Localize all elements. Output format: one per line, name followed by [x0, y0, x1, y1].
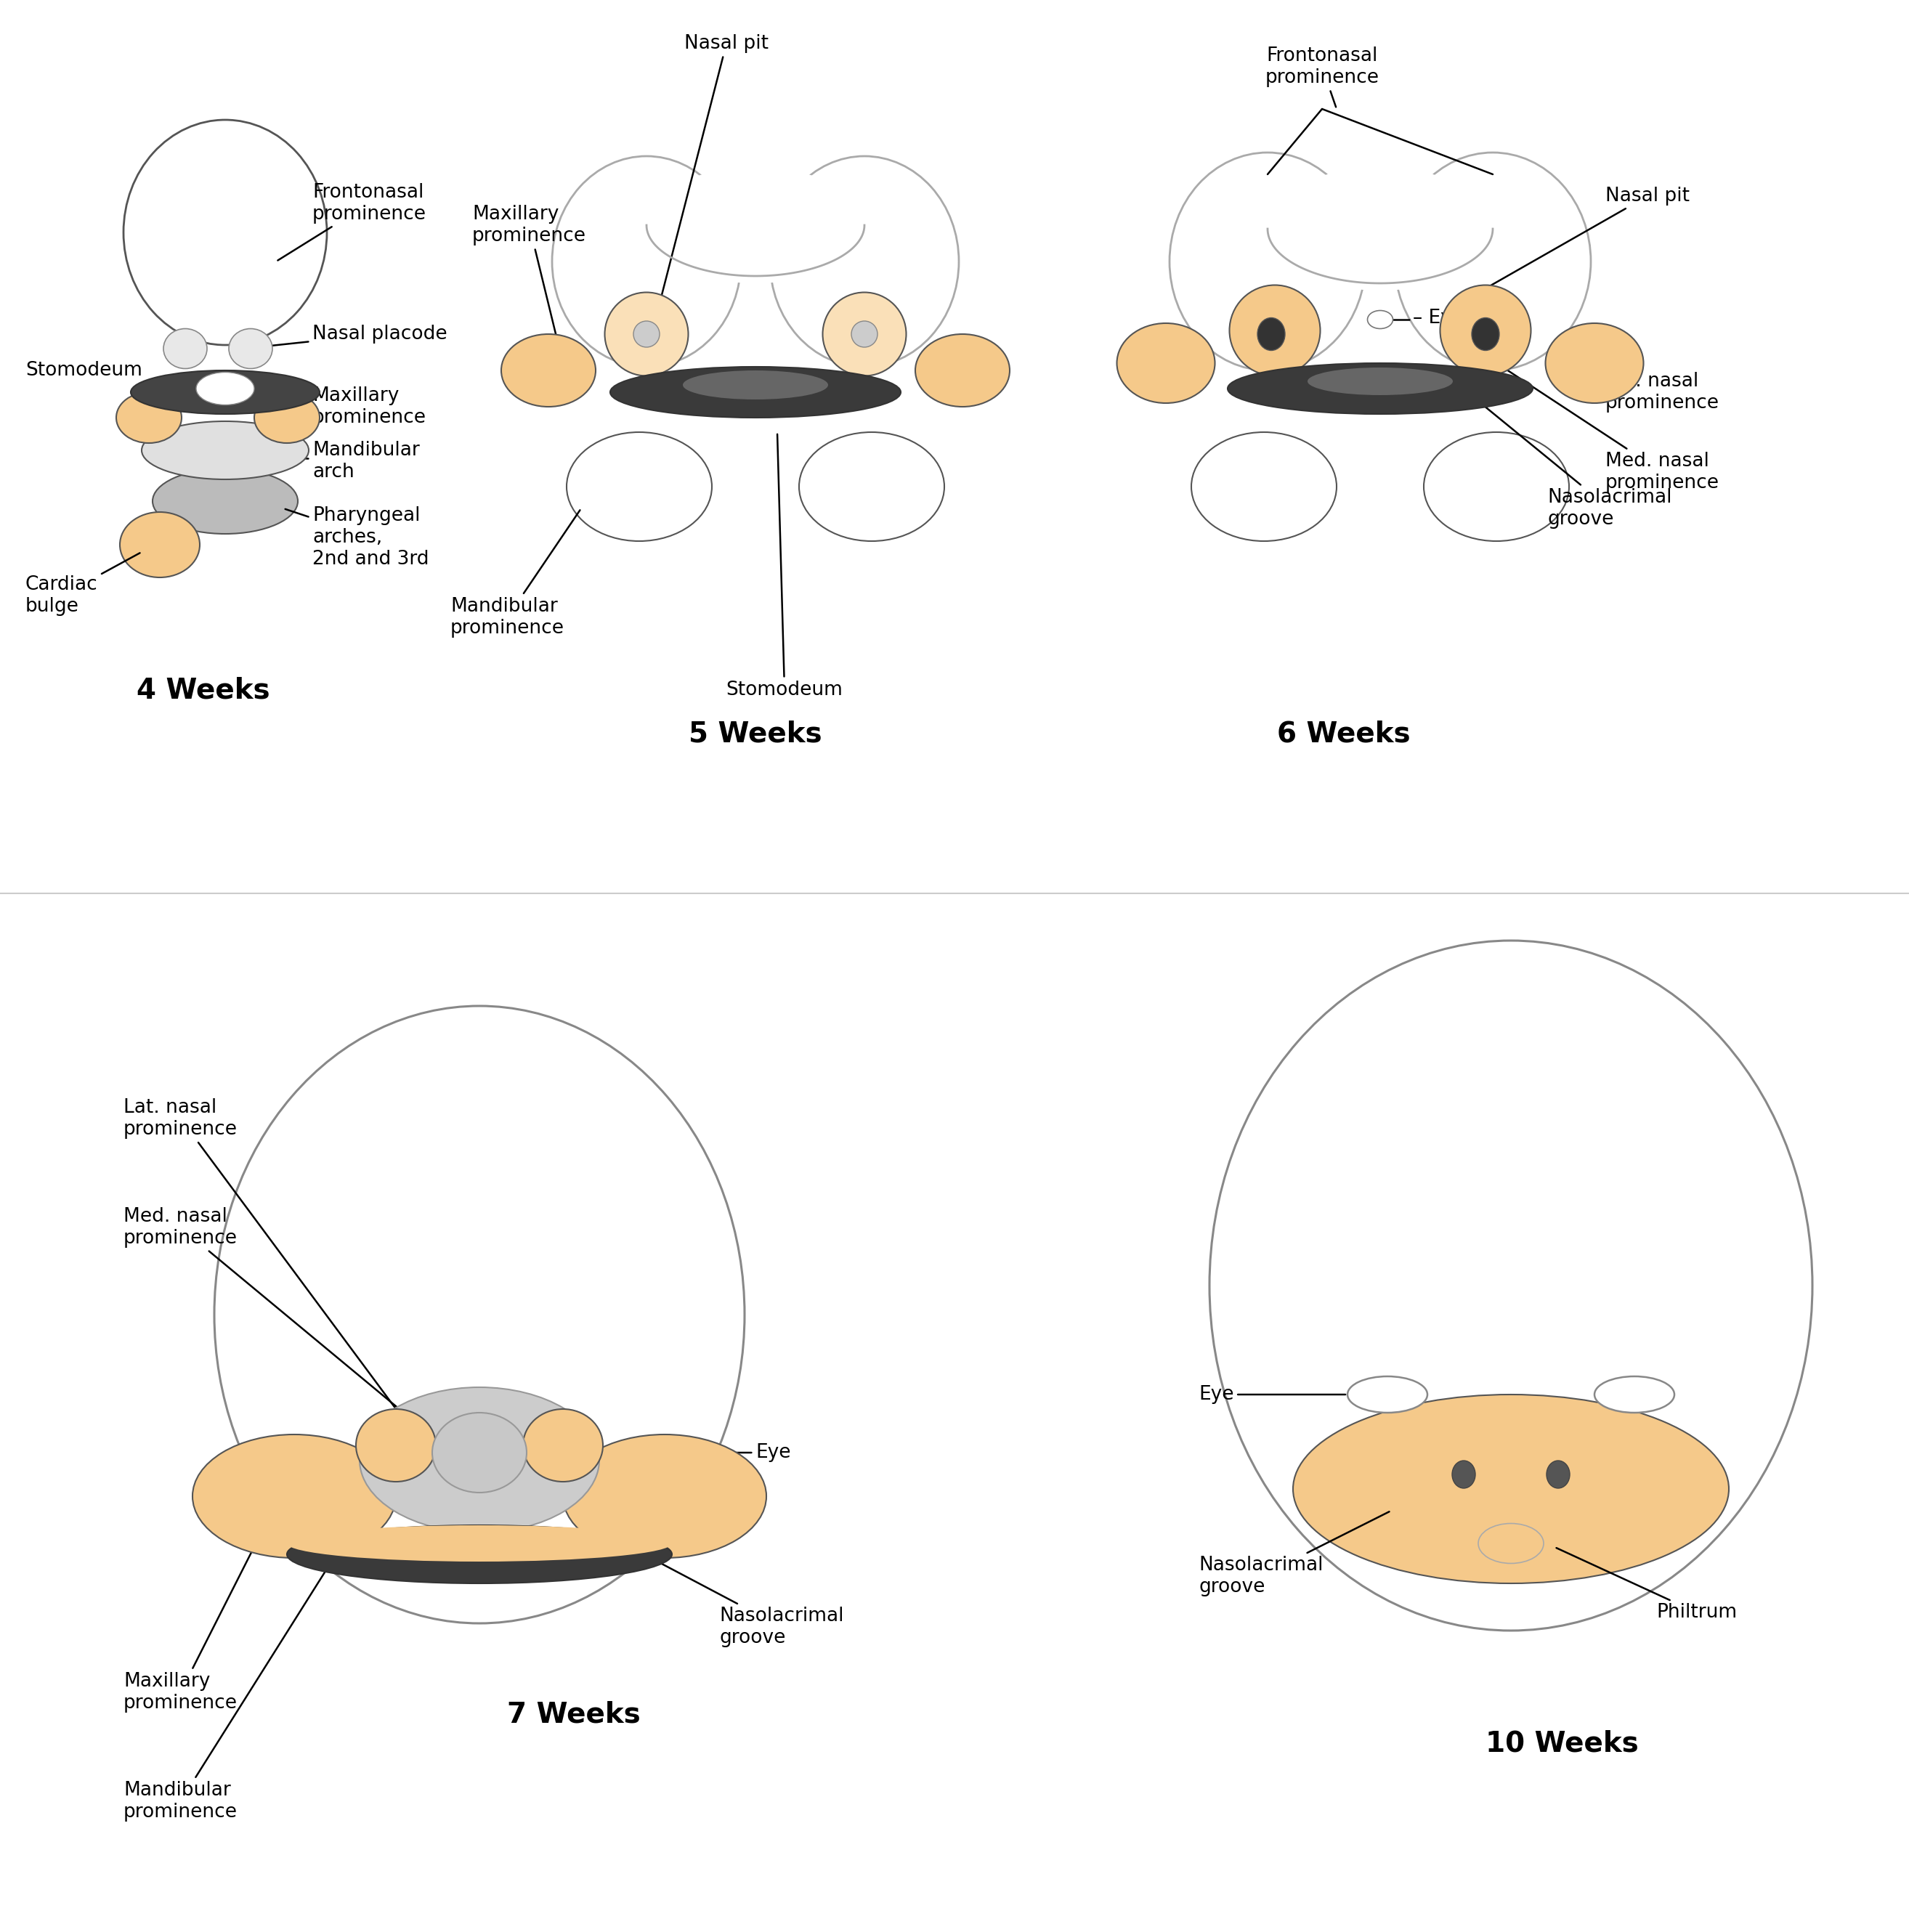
Text: Nasolacrimal
groove: Nasolacrimal groove — [1468, 394, 1672, 529]
Ellipse shape — [164, 328, 206, 369]
Ellipse shape — [355, 1408, 435, 1482]
Circle shape — [851, 321, 878, 348]
Ellipse shape — [124, 120, 326, 346]
Text: Stomodeum: Stomodeum — [25, 361, 202, 392]
Text: Nasal pit: Nasal pit — [662, 35, 769, 296]
Ellipse shape — [1117, 323, 1214, 404]
Ellipse shape — [141, 421, 309, 479]
Ellipse shape — [1210, 941, 1812, 1631]
Text: Philtrum: Philtrum — [1556, 1548, 1737, 1621]
Ellipse shape — [153, 468, 298, 533]
Ellipse shape — [286, 1524, 672, 1561]
Ellipse shape — [1439, 286, 1531, 377]
Ellipse shape — [1348, 1376, 1428, 1412]
Text: Pharyngeal
arches,
2nd and 3rd: Pharyngeal arches, 2nd and 3rd — [284, 506, 430, 568]
Ellipse shape — [552, 156, 741, 367]
Ellipse shape — [1453, 1461, 1476, 1488]
Text: Med. nasal
prominence: Med. nasal prominence — [1476, 350, 1720, 493]
Ellipse shape — [286, 1524, 672, 1584]
Ellipse shape — [611, 367, 901, 417]
Ellipse shape — [647, 166, 865, 284]
Ellipse shape — [197, 373, 254, 406]
Text: Maxillary
prominence: Maxillary prominence — [284, 386, 426, 427]
Text: Med. nasal
prominence: Med. nasal prominence — [124, 1208, 441, 1443]
Ellipse shape — [769, 156, 958, 367]
Ellipse shape — [1170, 153, 1365, 371]
Ellipse shape — [1268, 166, 1493, 290]
Text: Nasal placode: Nasal placode — [246, 325, 447, 348]
Text: Maxillary
prominence: Maxillary prominence — [124, 1520, 267, 1712]
Text: Nasolacrimal
groove: Nasolacrimal groove — [598, 1530, 844, 1648]
Ellipse shape — [683, 371, 829, 400]
Ellipse shape — [1229, 286, 1321, 377]
Circle shape — [634, 321, 661, 348]
Ellipse shape — [823, 292, 907, 377]
Ellipse shape — [431, 1412, 527, 1493]
Ellipse shape — [502, 334, 596, 408]
Ellipse shape — [1308, 367, 1453, 396]
Ellipse shape — [229, 328, 273, 369]
Text: Eye: Eye — [714, 1443, 790, 1463]
Text: 10 Weeks: 10 Weeks — [1485, 1729, 1638, 1756]
Text: Cardiac
bulge: Cardiac bulge — [25, 553, 139, 616]
Text: 7 Weeks: 7 Weeks — [508, 1700, 641, 1727]
Ellipse shape — [1292, 1395, 1730, 1584]
Text: Maxillary
prominence: Maxillary prominence — [472, 205, 586, 346]
Ellipse shape — [523, 1408, 603, 1482]
Ellipse shape — [914, 334, 1010, 408]
Ellipse shape — [1478, 1524, 1544, 1563]
Text: 5 Weeks: 5 Weeks — [689, 721, 823, 748]
Ellipse shape — [800, 433, 945, 541]
Ellipse shape — [1594, 1376, 1674, 1412]
Ellipse shape — [254, 392, 319, 442]
Ellipse shape — [567, 433, 712, 541]
Text: Mandibular
prominence: Mandibular prominence — [451, 510, 580, 638]
Text: Stomodeum: Stomodeum — [725, 435, 844, 699]
Text: – Eye: – Eye — [1413, 309, 1464, 328]
Ellipse shape — [214, 1007, 745, 1623]
Text: Mandibular
arch: Mandibular arch — [284, 440, 420, 481]
Ellipse shape — [563, 1434, 766, 1557]
Ellipse shape — [1424, 433, 1569, 541]
Text: Nasolacrimal
groove: Nasolacrimal groove — [1199, 1511, 1390, 1596]
Ellipse shape — [1546, 1461, 1569, 1488]
Ellipse shape — [193, 1434, 395, 1557]
Text: Lat. nasal
prominence: Lat. nasal prominence — [1571, 357, 1720, 413]
Ellipse shape — [1191, 433, 1336, 541]
Ellipse shape — [605, 292, 689, 377]
Text: Lat. nasal
prominence: Lat. nasal prominence — [124, 1097, 405, 1422]
Ellipse shape — [116, 392, 181, 442]
Text: Frontonasal
prominence: Frontonasal prominence — [1266, 46, 1378, 106]
Ellipse shape — [1472, 317, 1499, 350]
Ellipse shape — [1546, 323, 1644, 404]
Ellipse shape — [1367, 311, 1394, 328]
Text: Frontonasal
prominence: Frontonasal prominence — [277, 184, 426, 261]
Text: Mandibular
prominence: Mandibular prominence — [124, 1571, 326, 1822]
Ellipse shape — [1227, 363, 1533, 413]
Text: 4 Weeks: 4 Weeks — [137, 676, 269, 703]
Ellipse shape — [120, 512, 200, 578]
Ellipse shape — [130, 371, 319, 413]
Text: 6 Weeks: 6 Weeks — [1277, 721, 1411, 748]
Ellipse shape — [1258, 317, 1285, 350]
Ellipse shape — [359, 1387, 599, 1532]
Text: Eye: Eye — [1199, 1385, 1346, 1405]
Ellipse shape — [1395, 153, 1590, 371]
Text: Nasal pit: Nasal pit — [1483, 187, 1689, 290]
